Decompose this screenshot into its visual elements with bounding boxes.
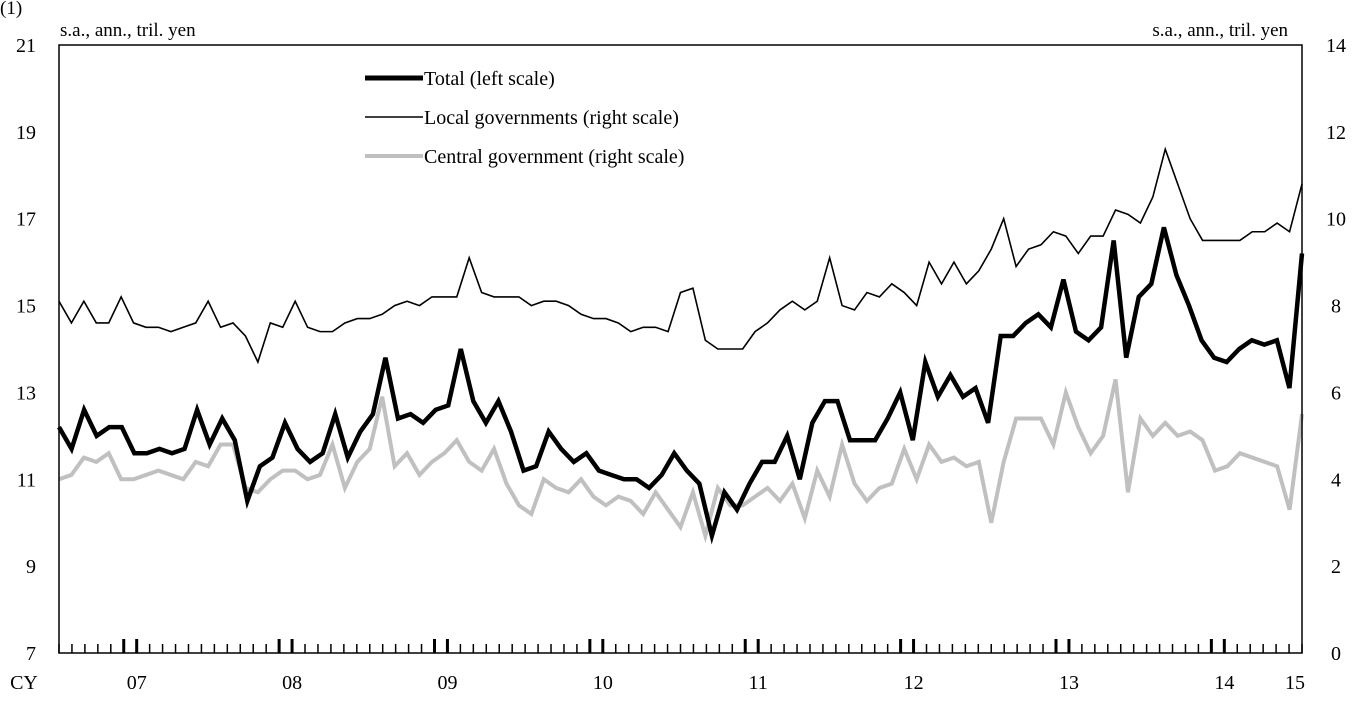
- x-axis-tick-label: 12: [904, 672, 924, 694]
- x-axis-tick-label: 15: [1285, 672, 1305, 694]
- plot-frame: [58, 44, 1303, 654]
- x-axis-tick-label: 10: [593, 672, 613, 694]
- left-axis-tick-labels: 7 9 11 13 15 17 19 21: [16, 35, 36, 665]
- legend-label-central-government: Central government (right scale): [424, 146, 684, 168]
- corner-label: (1): [0, 0, 22, 19]
- legend-label-local-governments: Local governments (right scale): [424, 107, 679, 129]
- left-axis-tick-label: 21: [16, 35, 36, 57]
- right-axis-tick-label: 12: [1326, 122, 1346, 144]
- series-line-total: [57, 226, 1305, 545]
- right-axis-tick-labels: 0 2 4 6 8 10 12 14: [1326, 35, 1346, 665]
- x-axis-tick-label: CY: [10, 672, 38, 694]
- left-axis-tick-label: 15: [16, 296, 36, 318]
- right-axis-tick-label: 6: [1331, 382, 1341, 404]
- right-axis-tick-label: 0: [1331, 643, 1341, 665]
- legend-label-total: Total (left scale): [424, 68, 555, 90]
- x-axis-tick-label: 13: [1059, 672, 1079, 694]
- series-layer: [57, 146, 1305, 545]
- x-axis-tick-label: 07: [127, 672, 147, 694]
- x-axis-tick-label: 08: [282, 672, 302, 694]
- x-axis-tick-label: 11: [749, 672, 768, 694]
- x-axis-ticks: [58, 639, 1303, 653]
- series-line-local-governments: [58, 146, 1303, 365]
- left-axis-tick-label: 19: [16, 122, 36, 144]
- right-axis-tick-label: 4: [1331, 469, 1341, 491]
- x-axis-tick-label: 14: [1214, 672, 1234, 694]
- x-axis-tick-label: 09: [437, 672, 457, 694]
- x-axis-tick-labels: CY 07 08 09 10 11 12 13 14 15: [10, 672, 1305, 694]
- right-axis-unit: s.a., ann., tril. yen: [1152, 20, 1288, 41]
- left-axis-tick-label: 11: [17, 469, 36, 491]
- right-axis-tick-label: 8: [1331, 296, 1341, 318]
- right-axis-tick-label: 10: [1326, 209, 1346, 231]
- left-axis-unit: s.a., ann., tril. yen: [60, 20, 196, 41]
- left-axis-tick-label: 7: [26, 643, 36, 665]
- right-axis-tick-label: 2: [1331, 556, 1341, 578]
- left-axis-tick-label: 13: [16, 382, 36, 404]
- series-line-central-government: [58, 378, 1304, 544]
- right-axis-tick-label: 14: [1326, 35, 1346, 57]
- left-axis-tick-label: 17: [16, 209, 36, 231]
- left-axis-tick-label: 9: [26, 556, 36, 578]
- legend: Total (left scale) Local governments (ri…: [365, 68, 684, 168]
